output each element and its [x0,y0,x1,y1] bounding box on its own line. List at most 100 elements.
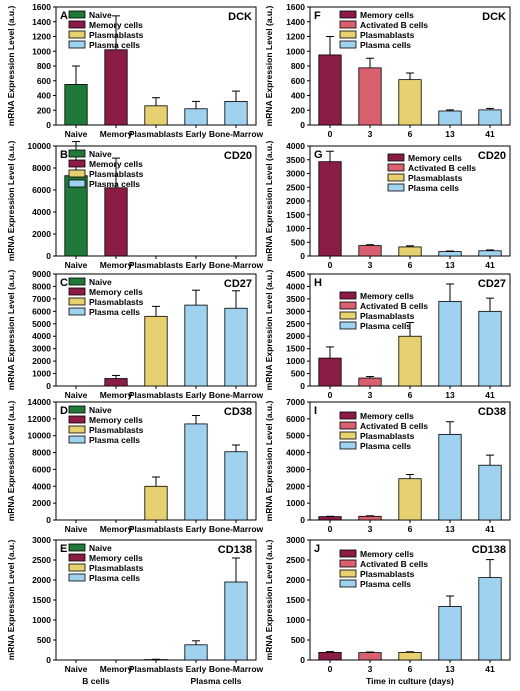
y-tick-label: 0 [300,655,305,665]
legend-label: Activated B cells [360,301,428,311]
x-tick-label: 0 [328,664,333,674]
legend-swatch [68,553,86,562]
bar [478,250,502,257]
bar [398,652,422,661]
legend-label: Plasma cells [360,441,411,451]
legend-swatch [339,441,357,450]
y-tick-label: 2500 [286,319,305,329]
y-tick-label: 4500 [286,269,305,279]
y-tick-label: 3000 [286,169,305,179]
y-tick-label: 1000 [286,46,305,56]
legend-label: Plasma cells [89,573,140,583]
legend-label: Plasma cells [89,179,140,189]
legend-swatch [387,153,405,162]
x-tick-label: Early [186,260,207,270]
y-tick-label: 5000 [286,431,305,441]
legend-label: Plasmablasts [360,569,415,579]
y-tick-label: 1000 [32,615,51,625]
y-tick-label: 0 [46,655,51,665]
y-tick-label: 200 [291,105,305,115]
legend-swatch [68,415,86,424]
bar [318,357,342,387]
x-tick-label: 3 [368,664,373,674]
legend-label: Activated B cells [408,163,476,173]
y-tick-label: 6000 [32,306,51,316]
y-tick-label: 12000 [27,414,51,424]
legend-swatch [68,425,86,434]
bar [358,652,382,661]
bar [318,161,342,257]
x-tick-label: 6 [408,664,413,674]
x-tick-label: 13 [445,664,455,674]
bar [184,423,208,521]
x-group-label-b-cells: B cells [82,676,110,686]
y-tick-label: 4000 [286,281,305,291]
bar [478,109,502,126]
bar [224,101,248,126]
x-tick-label: 41 [485,524,495,534]
legend-swatch [68,169,86,178]
y-tick-label: 2000 [32,229,51,239]
x-tick-label: Bone-Marrow [209,260,264,270]
y-tick-label: 0 [300,515,305,525]
x-tick-label: Early [186,664,207,674]
y-tick-label: 0 [300,381,305,391]
legend-swatch [339,569,357,578]
y-axis-title: mRNA Expression Level (a.u.) [264,141,274,262]
x-tick-label: 41 [485,260,495,270]
bar [358,377,382,387]
x-tick-label: Bone-Marrow [209,129,264,139]
x-tick-label: Early [186,390,207,400]
y-tick-label: 0 [46,381,51,391]
legend-swatch [68,30,86,39]
gene-label: CD138 [472,544,506,556]
x-tick-label: Plasmablasts [129,664,184,674]
panel-j: 0 500 1000 1500 2000 2500 3000 mRNA Expression … [264,535,511,674]
bar [104,187,128,257]
panel-f: 0 200 400 600 800 1000 1200 1400 1600 mRNA Expres… [264,2,511,139]
bar [358,67,382,126]
x-tick-label: 13 [445,390,455,400]
y-tick-label: 2000 [32,356,51,366]
y-tick-label: 400 [291,91,305,101]
legend-swatch [339,411,357,420]
y-tick-label: 6000 [32,464,51,474]
bar [438,300,462,387]
y-tick-label: 4000 [286,141,305,151]
y-tick-label: 600 [37,76,51,86]
y-tick-label: 4000 [286,448,305,458]
x-tick-label: Bone-Marrow [209,390,264,400]
legend-label: Memory cells [89,287,143,297]
y-tick-label: 14000 [27,397,51,407]
legend-swatch [68,563,86,572]
legend-swatch [339,421,357,430]
legend-swatch [339,30,357,39]
y-tick-label: 9000 [32,269,51,279]
panel-letter: D [60,405,68,417]
y-tick-label: 3000 [32,344,51,354]
bar [64,84,88,126]
y-tick-label: 10000 [27,431,51,441]
legend-label: Plasmablasts [360,30,415,40]
panel-letter: I [314,405,317,417]
x-tick-label: Naive [65,524,88,534]
legend-swatch [68,435,86,444]
legend-label: Naive [89,10,112,20]
legend-label: Memory cells [89,20,143,30]
y-axis-title: mRNA Expression Level (a.u.) [6,6,16,127]
x-tick-label: Memory [100,129,133,139]
y-tick-label: 0 [46,515,51,525]
legend-swatch [68,297,86,306]
y-tick-label: 3500 [286,155,305,165]
x-axis-title-time: Time in culture (days) [366,676,454,686]
legend-label: Plasmablasts [89,563,144,573]
y-axis-title: mRNA Expression Level (a.u.) [6,401,16,522]
bar [144,485,168,521]
legend-swatch [339,10,357,19]
legend-swatch [68,159,86,168]
x-tick-label: Naive [65,260,88,270]
panel-letter: G [314,149,323,161]
legend-label: Memory cells [89,159,143,169]
legend-label: Naive [89,405,112,415]
